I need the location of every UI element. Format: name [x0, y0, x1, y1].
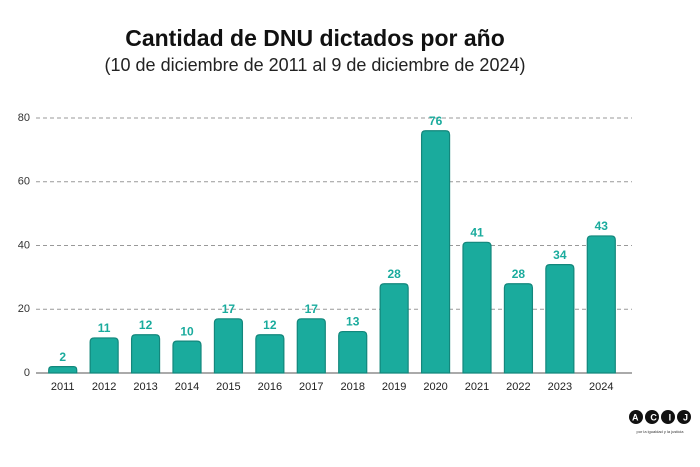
- data-label: 12: [263, 318, 277, 332]
- data-label: 11: [98, 321, 111, 335]
- logo-dot: [661, 410, 675, 424]
- logo-dot: [629, 410, 643, 424]
- data-label: 13: [346, 315, 360, 329]
- y-tick-label: 0: [24, 367, 30, 379]
- x-tick-label: 2012: [92, 381, 116, 393]
- bar: [462, 241, 492, 374]
- x-tick-label: 2021: [465, 381, 489, 393]
- data-label: 10: [180, 324, 194, 338]
- data-label: 34: [553, 248, 567, 262]
- x-tick-label: 2023: [548, 381, 572, 393]
- data-label: 28: [387, 267, 401, 281]
- x-tick-label: 2015: [216, 381, 240, 393]
- bar: [420, 130, 451, 374]
- data-label: 76: [429, 114, 443, 128]
- logo-dot: [677, 410, 691, 424]
- data-label: 28: [512, 267, 526, 281]
- data-label: 41: [470, 225, 484, 239]
- x-tick-label: 2022: [506, 381, 530, 393]
- y-tick-label: 40: [18, 239, 30, 251]
- bar: [545, 264, 575, 374]
- x-tick-label: 2013: [133, 381, 157, 393]
- data-label: 43: [595, 219, 609, 233]
- x-tick-label: 2018: [340, 381, 364, 393]
- logo: ACIJ por la igualdad y la justicia: [629, 410, 691, 434]
- bar: [48, 366, 78, 374]
- x-tick-label: 2016: [258, 381, 282, 393]
- logo-tagline: por la igualdad y la justicia: [637, 429, 685, 434]
- data-label: 17: [222, 302, 236, 316]
- logo-dot: [645, 410, 659, 424]
- chart-title: Cantidad de DNU dictados por año: [125, 25, 505, 51]
- chart-subtitle: (10 de diciembre de 2011 al 9 de diciemb…: [105, 55, 526, 75]
- x-tick-label: 2020: [423, 381, 447, 393]
- bar: [89, 337, 119, 374]
- bar: [130, 334, 161, 374]
- bar: [213, 318, 244, 374]
- x-tick-label: 2024: [589, 381, 613, 393]
- x-tick-label: 2019: [382, 381, 406, 393]
- bar: [379, 283, 409, 374]
- bar: [338, 330, 368, 374]
- bar: [503, 283, 534, 374]
- bar: [255, 334, 285, 374]
- data-label: 12: [139, 318, 153, 332]
- bar: [296, 318, 326, 374]
- y-tick-label: 60: [18, 176, 30, 188]
- data-label: 17: [305, 302, 319, 316]
- x-tick-label: 2014: [175, 381, 199, 393]
- y-tick-label: 20: [18, 303, 30, 315]
- x-tick-label: 2011: [51, 381, 75, 393]
- x-tick-label: 2017: [299, 381, 323, 393]
- bar: [172, 340, 202, 374]
- y-tick-label: 80: [18, 112, 30, 124]
- bar: [586, 235, 616, 374]
- data-label: 2: [59, 350, 66, 364]
